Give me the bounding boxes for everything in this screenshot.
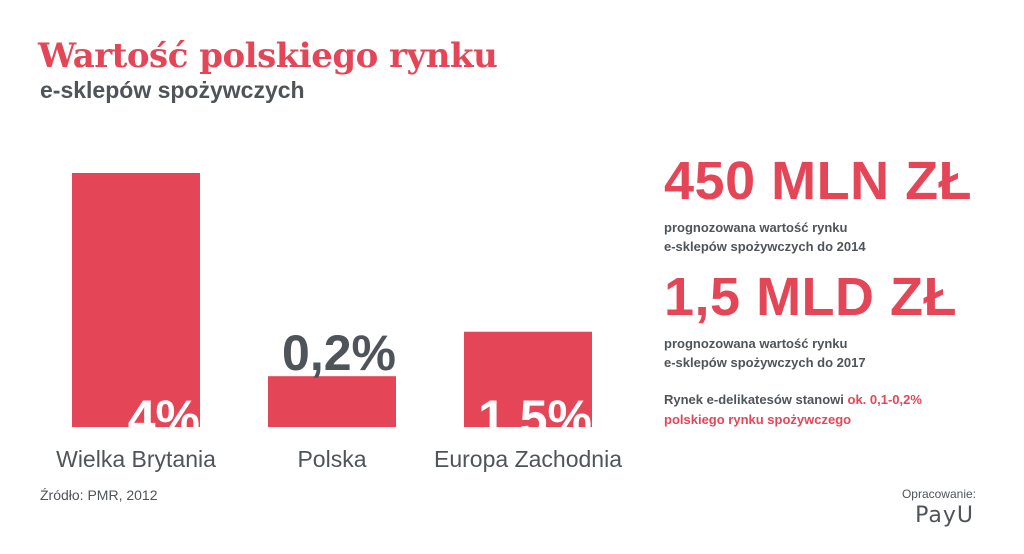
payu-logo: PayU (915, 503, 974, 528)
bar-value-label-2: 1,5% (478, 390, 592, 446)
stat-description-line1: prognozowana wartość rynku (664, 336, 848, 351)
credit-label: Opracowanie: (901, 487, 976, 501)
stat-value-2017: 1,5 MLD ZŁ (664, 267, 958, 327)
category-label-1: Polska (297, 446, 366, 472)
category-label-2: Europa Zachodnia (434, 446, 622, 472)
page-subtitle: e-sklepów spożywczych (40, 77, 305, 103)
bar-chart: 4%Wielka Brytania 0,2% Polska 1,5%Europa Za… (0, 173, 660, 472)
note-text: Rynek e-delikatesów stanowi (664, 392, 848, 407)
baseline-mask (0, 427, 660, 437)
stat-description-line2: e-sklepów spożywczych do 2017 (664, 355, 866, 370)
stat-block-2017: 1,5 MLD ZŁ prognozowana wartość rynku e-… (664, 266, 957, 372)
note-highlight-share: ok. 0,1-0,2% (847, 392, 922, 407)
payu-logo-text: PayU (915, 503, 974, 528)
stat-description-2017: prognozowana wartość rynku e-sklepów spo… (664, 334, 957, 372)
market-share-note: Rynek e-delikatesów stanowi ok. 0,1-0,2%… (664, 390, 922, 430)
bar-value-label-1: 0,2% (282, 325, 396, 381)
note-highlight-market: polskiego rynku spożywczego (664, 412, 852, 427)
stat-description-line2: e-sklepów spożywczych do 2014 (664, 239, 866, 254)
category-label-0: Wielka Brytania (56, 446, 216, 472)
stat-block-2014: 450 MLN ZŁ prognozowana wartość rynku e-… (664, 150, 972, 256)
page-title: Wartość polskiego rynku (38, 36, 498, 76)
source-note: Źródło: PMR, 2012 (40, 487, 158, 503)
stat-value-2014: 450 MLN ZŁ (664, 151, 973, 211)
bar-1 (268, 376, 396, 427)
stat-description-2014: prognozowana wartość rynku e-sklepów spo… (664, 218, 972, 256)
bar-value-label-0: 4% (128, 390, 200, 446)
stat-description-line1: prognozowana wartość rynku (664, 220, 848, 235)
bar-2 (464, 331, 592, 427)
bar-0 (72, 173, 200, 427)
